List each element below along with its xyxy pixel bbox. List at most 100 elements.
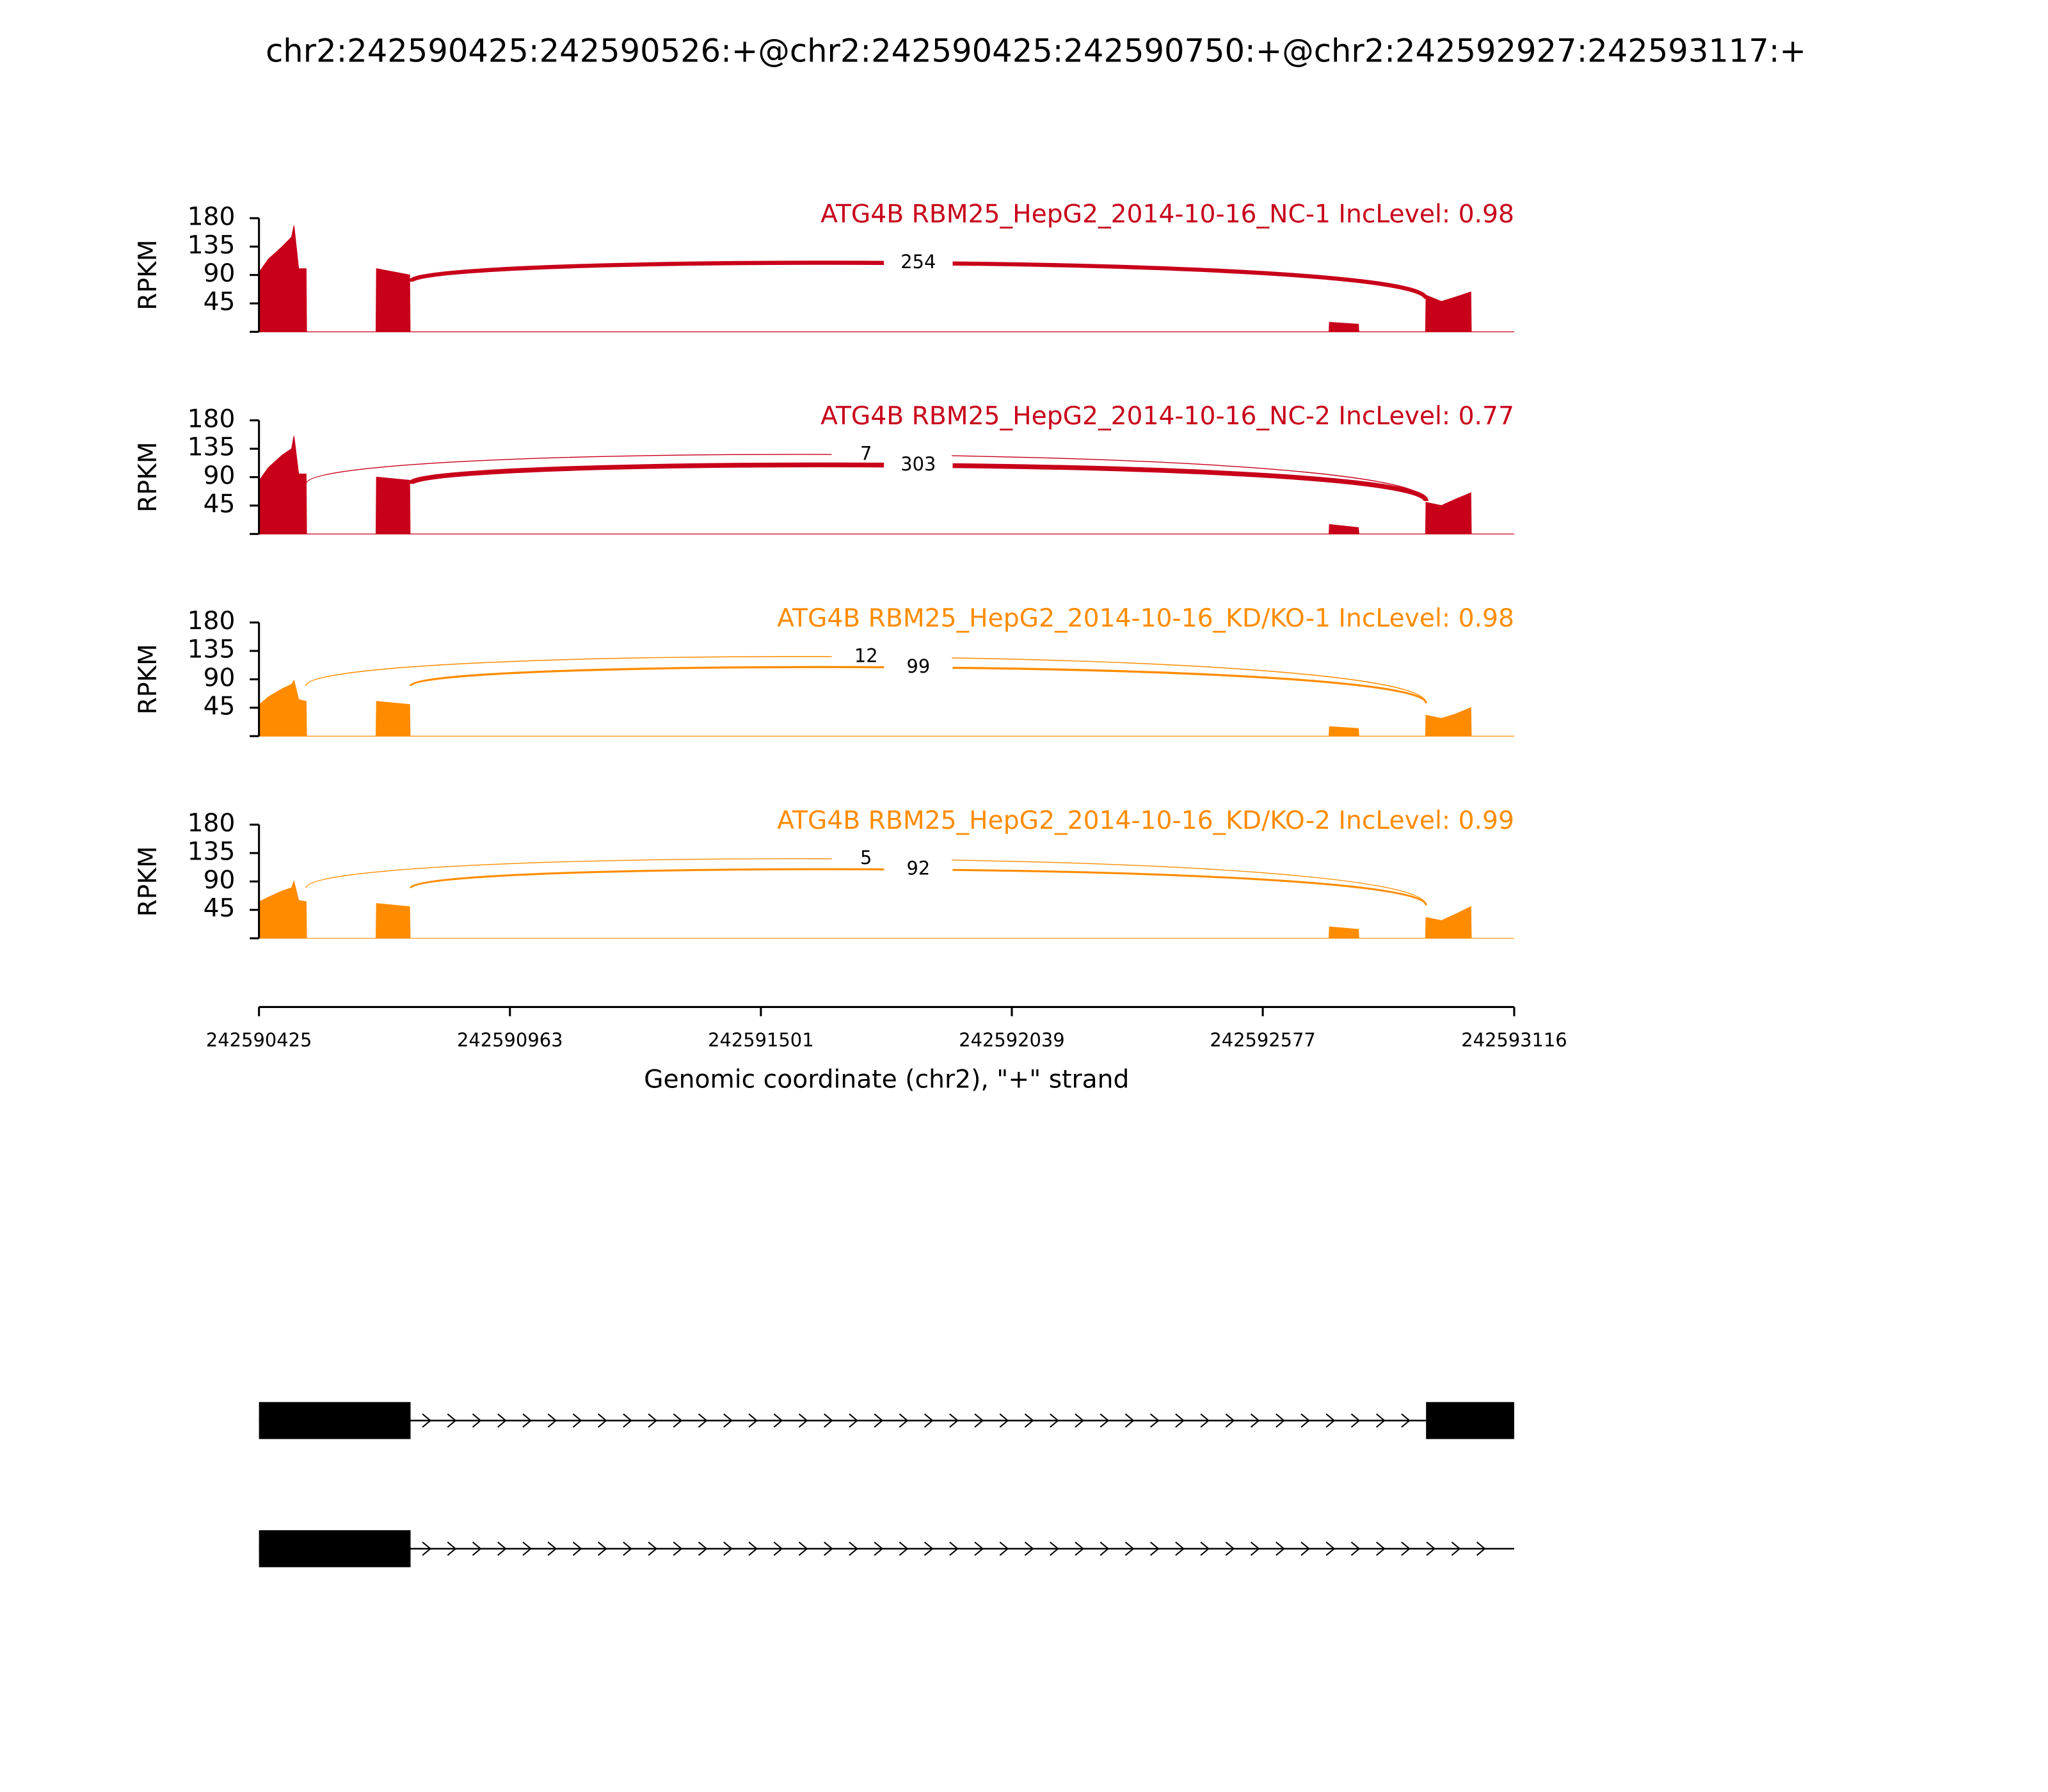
strand-arrow bbox=[1225, 1413, 1235, 1428]
y-tick-label: 90 bbox=[204, 664, 236, 692]
strand-arrow bbox=[497, 1413, 507, 1428]
strand-arrow bbox=[572, 1413, 582, 1428]
junction-label-bg bbox=[884, 251, 953, 275]
strand-arrow bbox=[999, 1413, 1009, 1428]
junction-count: 5 bbox=[860, 847, 872, 868]
strand-arrow bbox=[673, 1541, 683, 1556]
strand-arrow bbox=[447, 1413, 457, 1428]
y-tick-label: 45 bbox=[204, 288, 236, 317]
strand-arrow bbox=[1124, 1541, 1135, 1556]
junction-count: 99 bbox=[906, 655, 930, 677]
exon bbox=[259, 1530, 411, 1567]
strand-arrow bbox=[522, 1541, 532, 1556]
strand-arrow bbox=[1200, 1541, 1210, 1556]
strand-arrow bbox=[472, 1413, 482, 1428]
y-tick-label: 180 bbox=[188, 202, 236, 231]
strand-arrow bbox=[974, 1413, 984, 1428]
strand-arrow bbox=[924, 1413, 934, 1428]
junction-count: 254 bbox=[900, 251, 936, 273]
panel-title: ATG4B RBM25_HepG2_2014-10-16_KD/KO-2 Inc… bbox=[777, 806, 1514, 835]
strand-arrow bbox=[547, 1541, 557, 1556]
strand-arrow bbox=[598, 1413, 607, 1428]
y-tick-label: 45 bbox=[204, 692, 236, 721]
strand-arrow bbox=[1350, 1413, 1361, 1428]
strand-arrow bbox=[798, 1541, 808, 1556]
strand-arrow bbox=[949, 1541, 959, 1556]
x-tick-label: 242593116 bbox=[1461, 1029, 1567, 1051]
strand-arrow bbox=[849, 1413, 858, 1428]
junction-count: 12 bbox=[854, 644, 878, 666]
y-tick-label: 90 bbox=[204, 259, 236, 288]
strand-arrow bbox=[1300, 1541, 1310, 1556]
strand-arrow bbox=[1124, 1413, 1135, 1428]
strand-arrow bbox=[773, 1413, 783, 1428]
strand-arrow bbox=[1100, 1413, 1110, 1428]
strand-arrow bbox=[1050, 1413, 1059, 1428]
strand-arrow bbox=[1024, 1541, 1034, 1556]
x-tick-label: 242590425 bbox=[206, 1029, 312, 1051]
strand-arrow bbox=[598, 1541, 607, 1556]
strand-arrow bbox=[824, 1541, 833, 1556]
strand-arrow bbox=[874, 1541, 884, 1556]
strand-arrow bbox=[472, 1541, 482, 1556]
strand-arrow bbox=[673, 1413, 683, 1428]
x-tick-label: 242592039 bbox=[959, 1029, 1064, 1051]
y-tick-label: 180 bbox=[188, 809, 236, 838]
y-tick-label: 135 bbox=[188, 636, 236, 664]
strand-arrow bbox=[748, 1413, 758, 1428]
strand-arrow bbox=[1250, 1413, 1260, 1428]
x-tick-label: 242591501 bbox=[708, 1029, 813, 1051]
strand-arrow bbox=[1350, 1541, 1361, 1556]
strand-arrow bbox=[1401, 1541, 1411, 1556]
strand-arrow bbox=[999, 1541, 1009, 1556]
coverage-area bbox=[259, 679, 1514, 737]
y-tick-label: 180 bbox=[188, 404, 236, 433]
strand-arrow bbox=[1024, 1413, 1034, 1428]
strand-arrow bbox=[1075, 1541, 1084, 1556]
y-tick-label: 180 bbox=[188, 607, 236, 636]
junction-count: 92 bbox=[906, 858, 930, 879]
junction-label-bg bbox=[831, 644, 900, 669]
strand-arrow bbox=[798, 1413, 808, 1428]
strand-arrow bbox=[974, 1541, 984, 1556]
y-tick-label: 135 bbox=[188, 231, 236, 260]
strand-arrow bbox=[1401, 1413, 1411, 1428]
y-tick-label: 135 bbox=[188, 433, 236, 462]
y-tick-label: 45 bbox=[204, 894, 236, 923]
coverage-area bbox=[259, 436, 1514, 534]
strand-arrow bbox=[1050, 1541, 1059, 1556]
junction-label-bg bbox=[884, 858, 953, 882]
strand-arrow bbox=[648, 1541, 658, 1556]
strand-arrow bbox=[949, 1413, 959, 1428]
x-tick-label: 242590963 bbox=[457, 1029, 563, 1051]
panel-title: ATG4B RBM25_HepG2_2014-10-16_NC-1 IncLev… bbox=[820, 200, 1514, 228]
strand-arrow bbox=[1426, 1541, 1436, 1556]
strand-arrow bbox=[623, 1541, 632, 1556]
strand-arrow bbox=[522, 1413, 532, 1428]
strand-arrow bbox=[1276, 1541, 1285, 1556]
y-axis-label: RPKM bbox=[134, 846, 163, 916]
strand-arrow bbox=[1376, 1541, 1386, 1556]
junction-count: 7 bbox=[860, 442, 872, 464]
y-axis-label: RPKM bbox=[134, 644, 163, 714]
panel-title: ATG4B RBM25_HepG2_2014-10-16_NC-2 IncLev… bbox=[820, 402, 1514, 431]
y-tick-label: 90 bbox=[204, 461, 236, 490]
strand-arrow bbox=[899, 1413, 909, 1428]
strand-arrow bbox=[1476, 1541, 1486, 1556]
strand-arrow bbox=[1300, 1413, 1310, 1428]
strand-arrow bbox=[422, 1541, 432, 1556]
junction-label-bg bbox=[831, 847, 900, 871]
strand-arrow bbox=[447, 1541, 457, 1556]
y-axis-label: RPKM bbox=[134, 239, 163, 310]
strand-arrow bbox=[824, 1413, 833, 1428]
panel-title: ATG4B RBM25_HepG2_2014-10-16_KD/KO-1 Inc… bbox=[777, 604, 1514, 633]
strand-arrow bbox=[1175, 1541, 1185, 1556]
strand-arrow bbox=[648, 1413, 658, 1428]
strand-arrow bbox=[1175, 1413, 1185, 1428]
strand-arrow bbox=[1325, 1541, 1336, 1556]
strand-arrow bbox=[1100, 1541, 1110, 1556]
strand-arrow bbox=[1276, 1413, 1285, 1428]
strand-arrow bbox=[422, 1413, 432, 1428]
strand-arrow bbox=[698, 1413, 708, 1428]
